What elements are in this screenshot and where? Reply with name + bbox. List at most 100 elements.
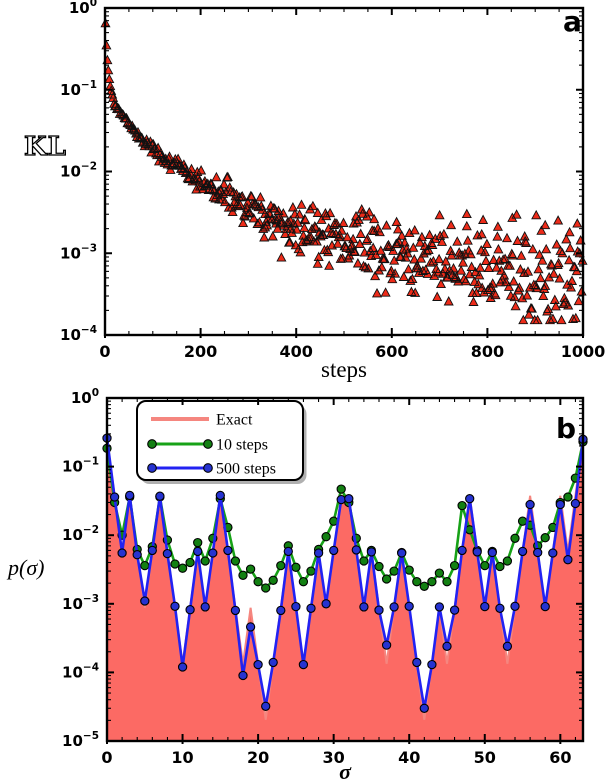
legend-entry-0: Exact bbox=[151, 412, 253, 429]
series-500-steps-marker bbox=[306, 603, 316, 613]
series-500-steps-marker bbox=[276, 605, 286, 616]
panel-a-x-tick-labels: 0 200 400 600 800 1000 bbox=[99, 342, 605, 361]
series-500-steps-marker bbox=[427, 659, 437, 670]
legend-label: 10 steps bbox=[216, 437, 268, 454]
series-500-steps-marker bbox=[298, 659, 309, 670]
series-500-steps-marker bbox=[495, 603, 505, 613]
panel-b-x-tick-label: 20 bbox=[247, 748, 269, 767]
panel-b-y-tick-label: 10−4 bbox=[62, 661, 99, 681]
panel-a-y-tick-labels: 100 10−1 10−2 10−3 10−4 bbox=[60, 0, 97, 344]
series-10-steps-marker bbox=[495, 561, 505, 572]
series-10-steps-marker bbox=[177, 563, 188, 573]
series-500-steps-marker bbox=[442, 641, 452, 651]
series-500-steps-marker bbox=[563, 555, 573, 565]
series-10-steps-marker bbox=[442, 577, 452, 587]
panel-b-axes: 0 10 20 30 40 50 60 100 10−1 10−2 10−3 10−4 10−5 bbox=[62, 387, 585, 767]
series-500-steps-marker bbox=[533, 547, 543, 558]
series-10-steps-marker bbox=[298, 577, 309, 587]
series-500-steps-marker bbox=[381, 640, 392, 650]
series-10-steps-marker bbox=[193, 537, 203, 548]
series-500-steps-marker bbox=[389, 602, 399, 612]
legend-label: 500 steps bbox=[216, 461, 276, 478]
series-500-steps-marker bbox=[170, 601, 180, 611]
series-10-steps-marker bbox=[510, 533, 520, 543]
panel-b-x-tick-label: 0 bbox=[101, 748, 112, 767]
panel-b-frame bbox=[105, 396, 585, 743]
series-500-steps-marker bbox=[261, 701, 271, 711]
series-500-steps-marker bbox=[548, 548, 558, 558]
series-500-steps-marker bbox=[412, 657, 422, 668]
series-500-steps-marker bbox=[268, 657, 278, 668]
panel-a-letter: a bbox=[563, 5, 582, 38]
series-500-steps-marker bbox=[502, 641, 513, 651]
exact-distribution-area bbox=[107, 439, 583, 741]
series-500-steps-marker bbox=[344, 494, 354, 504]
series-500-steps-marker bbox=[253, 659, 263, 670]
series-10-steps-marker bbox=[230, 556, 241, 566]
series-500-steps-marker bbox=[449, 605, 460, 615]
series-500-steps-marker bbox=[200, 602, 210, 612]
series-10-steps-marker bbox=[336, 484, 346, 494]
series-500-steps-marker bbox=[457, 545, 467, 556]
series-10-steps-marker bbox=[449, 560, 460, 571]
panel-a-x-tick-label: 1000 bbox=[561, 342, 606, 361]
panel-b-x-tick-label: 10 bbox=[171, 748, 193, 767]
panel-b-y-tick-labels: 100 10−1 10−2 10−3 10−4 10−5 bbox=[62, 387, 99, 750]
series-500-steps-marker bbox=[162, 548, 173, 559]
series-10-steps-marker bbox=[359, 556, 369, 566]
series-500-steps-marker bbox=[555, 499, 565, 510]
series-500-steps-marker bbox=[404, 601, 414, 611]
series-10-steps-marker bbox=[306, 566, 316, 576]
panel-a-y-tick-label: 10−4 bbox=[60, 324, 97, 344]
series-500-steps-marker bbox=[155, 491, 165, 501]
series-10-steps-marker bbox=[253, 577, 263, 587]
series-10-steps-marker bbox=[238, 570, 248, 580]
panel-a-labels: KL steps a bbox=[23, 5, 582, 382]
panel-a-y-tick-label: 10−2 bbox=[60, 161, 97, 181]
series-10-steps-marker bbox=[412, 577, 422, 587]
series-500-steps-marker bbox=[117, 548, 127, 558]
series-500-steps-marker bbox=[125, 490, 135, 501]
series-10-steps-marker bbox=[200, 556, 210, 566]
panel-b-xlabel: σ bbox=[339, 759, 352, 782]
panel-a-y-tick-label: 10−1 bbox=[60, 79, 97, 99]
series-500-steps-marker bbox=[140, 596, 150, 606]
series-10-steps-marker bbox=[291, 562, 301, 572]
series-500-steps-marker bbox=[185, 605, 195, 615]
panel-b-x-tick-label: 50 bbox=[474, 748, 496, 767]
series-10-steps-marker bbox=[245, 564, 256, 574]
series-500-steps-marker bbox=[223, 545, 233, 556]
series-10-steps-marker bbox=[381, 574, 392, 584]
series-500-steps-marker bbox=[109, 492, 120, 502]
panel-b-x-tick-labels: 0 10 20 30 40 50 60 bbox=[101, 748, 571, 767]
series-500-steps-marker bbox=[487, 547, 497, 558]
series-500-steps-marker bbox=[177, 662, 188, 672]
series-500-steps-marker bbox=[147, 545, 157, 556]
panel-a-x-tick-label: 600 bbox=[375, 342, 408, 361]
panel-b-y-tick-label: 100 bbox=[71, 387, 99, 407]
panel-a-x-tick-label: 200 bbox=[184, 342, 217, 361]
panel-b-labels: p(σ) σ b bbox=[6, 412, 576, 782]
series-10-steps-marker bbox=[457, 500, 467, 511]
series-500-steps bbox=[102, 433, 588, 713]
series-500-steps-marker bbox=[351, 545, 361, 555]
legend-label: Exact bbox=[216, 412, 253, 429]
series-500-steps-marker bbox=[480, 601, 490, 612]
panel-a-x-tick-label: 0 bbox=[99, 342, 110, 361]
series-500-steps-marker bbox=[215, 490, 225, 501]
series-10-steps-marker bbox=[185, 557, 195, 568]
series-500-steps-marker bbox=[465, 494, 475, 504]
legend-marker-sample bbox=[203, 439, 213, 449]
series-500-steps-marker bbox=[374, 605, 384, 615]
series-500-steps-marker bbox=[540, 601, 550, 612]
series-500-steps-marker bbox=[510, 601, 520, 611]
panel-b-y-tick-label: 10−1 bbox=[62, 456, 99, 476]
series-500-steps-marker bbox=[517, 546, 528, 557]
series-10-steps-marker bbox=[419, 581, 429, 591]
series-10-steps-marker bbox=[563, 492, 573, 502]
series-500-steps-marker bbox=[336, 494, 346, 505]
series-10-steps-marker bbox=[276, 560, 286, 571]
panel-a-y-tick-label: 10−3 bbox=[60, 242, 97, 262]
series-10-steps-marker bbox=[404, 565, 414, 575]
